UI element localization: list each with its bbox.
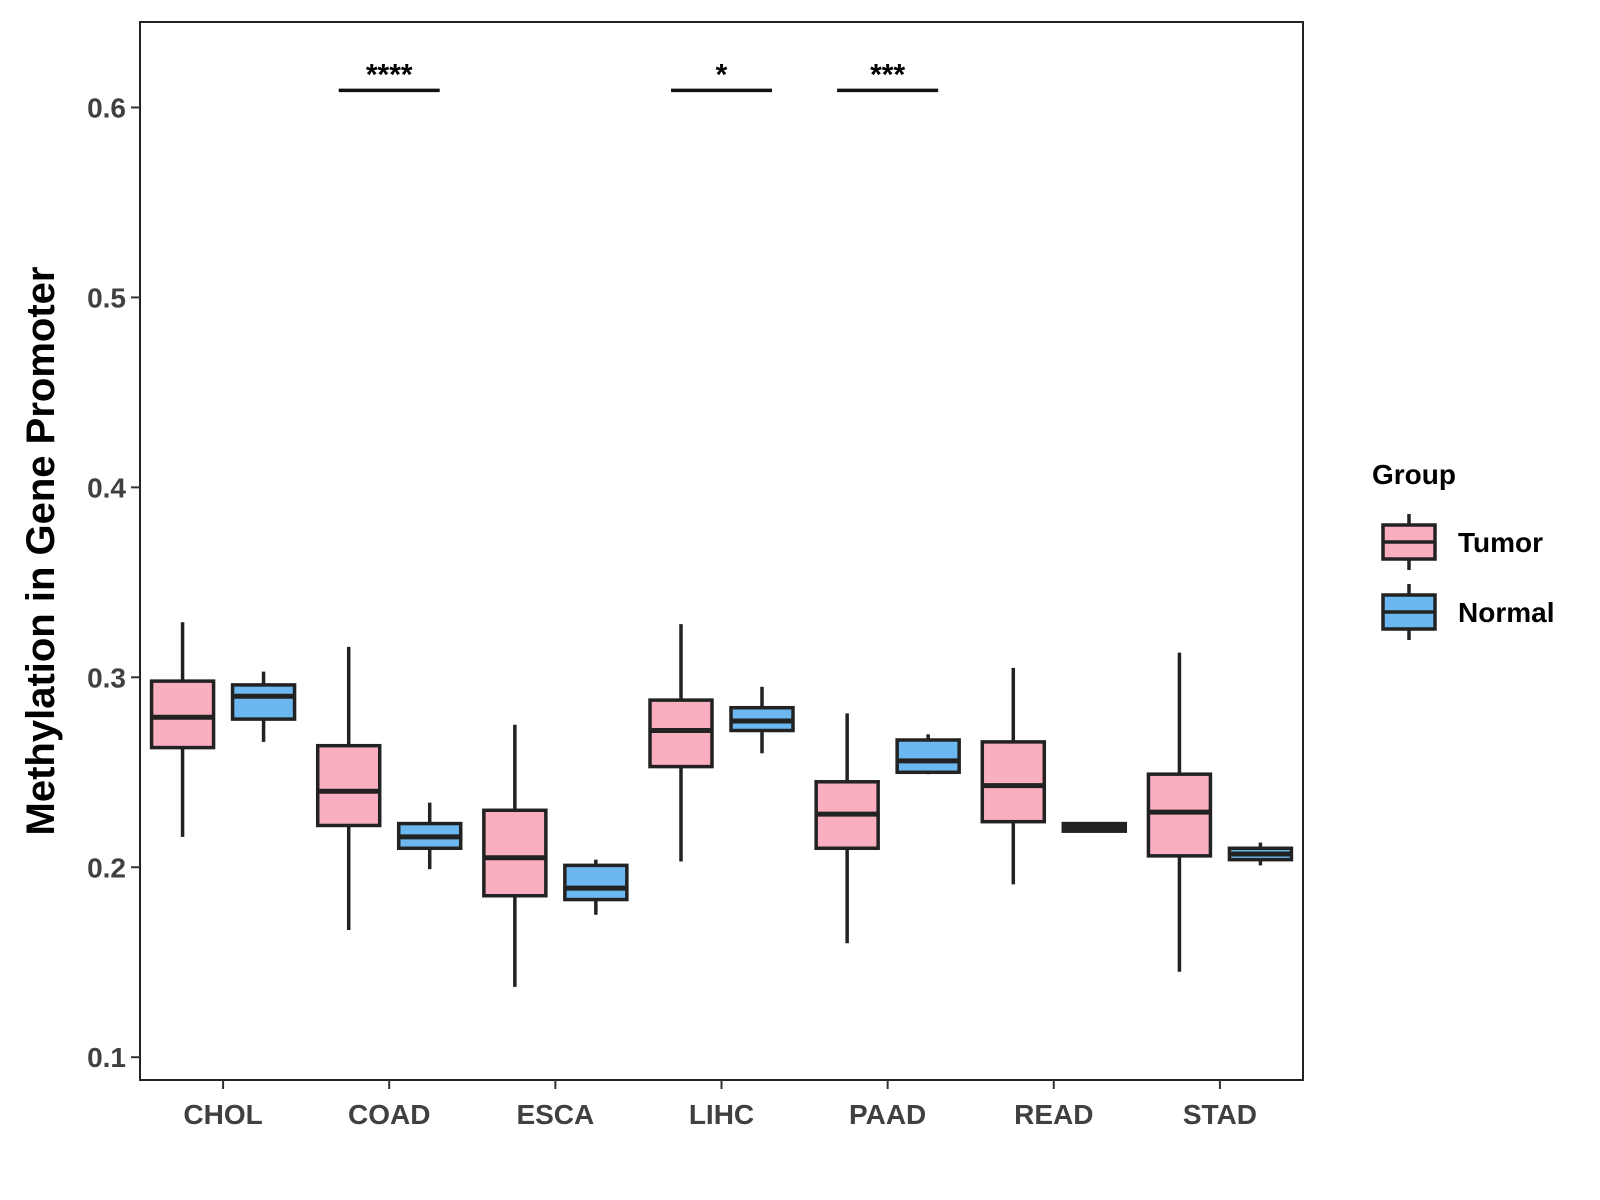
- box-normal-coad: [396, 802, 463, 870]
- box-tumor-chol: [149, 622, 216, 837]
- box-iqr: [149, 679, 216, 750]
- box-iqr: [980, 740, 1047, 824]
- y-axis: 0.1 0.2 0.3 0.4 0.5 0.6: [87, 22, 141, 1080]
- box-iqr: [1146, 772, 1213, 858]
- box-normal-chol: [230, 671, 297, 742]
- x-tick-label: READ: [1014, 1099, 1093, 1130]
- y-tick-label: 0.4: [87, 472, 126, 503]
- y-tick-label: 0.2: [87, 852, 126, 883]
- box-normal-esca: [563, 859, 629, 915]
- box-tumor-paad: [814, 713, 880, 944]
- box-normal-lihc: [729, 686, 795, 754]
- x-tick-label: CHOL: [183, 1099, 262, 1130]
- box-iqr: [895, 738, 961, 775]
- legend: Group Tumor Normal: [1372, 459, 1554, 640]
- x-tick-label: STAD: [1183, 1099, 1257, 1130]
- legend-label: Normal: [1458, 597, 1554, 628]
- box-tumor-lihc: [648, 624, 714, 862]
- legend-title: Group: [1372, 459, 1456, 490]
- legend-entry-normal: Normal: [1381, 584, 1554, 640]
- x-axis: CHOL COAD ESCA LIHC PAAD READ STAD: [183, 1080, 1257, 1130]
- y-tick-label: 0.3: [87, 662, 126, 693]
- y-tick-label: 0.1: [87, 1042, 126, 1073]
- box-normal-paad: [895, 734, 961, 775]
- significance-annotations: **** * ***: [338, 58, 939, 93]
- box-iqr: [648, 698, 714, 769]
- box-series: [149, 622, 1294, 987]
- x-tick-label: ESCA: [516, 1099, 594, 1130]
- significance-label: *: [716, 58, 728, 91]
- legend-entry-tumor: Tumor: [1381, 514, 1543, 570]
- box-tumor-coad: [315, 646, 382, 930]
- significance-label: ***: [870, 58, 905, 91]
- box-iqr: [482, 808, 548, 898]
- box-normal-read: [1061, 821, 1128, 833]
- box-iqr: [315, 743, 382, 828]
- y-tick-label: 0.5: [87, 282, 126, 313]
- box-iqr: [230, 683, 297, 721]
- box-iqr: [563, 863, 629, 902]
- legend-label: Tumor: [1458, 527, 1543, 558]
- box-tumor-esca: [482, 724, 548, 987]
- box-tumor-read: [980, 667, 1047, 885]
- x-tick-label: COAD: [348, 1099, 430, 1130]
- plot-panel: [139, 21, 1304, 1081]
- box-normal-stad: [1227, 842, 1294, 866]
- x-tick-label: PAAD: [849, 1099, 926, 1130]
- box-tumor-stad: [1146, 652, 1213, 972]
- x-tick-label: LIHC: [689, 1099, 754, 1130]
- significance-label: ****: [366, 58, 413, 91]
- y-tick-label: 0.6: [87, 92, 126, 123]
- y-axis-title: Methylation in Gene Promoter: [19, 267, 63, 836]
